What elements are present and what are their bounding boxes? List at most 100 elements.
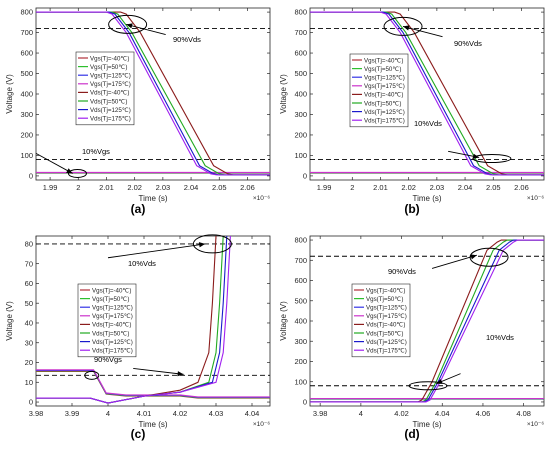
x-tick-label: 2.04 xyxy=(458,183,473,192)
y-tick-label: 200 xyxy=(294,131,307,140)
x-tick-label: 3.98 xyxy=(313,409,328,418)
legend-label: Vgs(Tj=125℃) xyxy=(90,73,131,80)
legend-label: Vgs(Tj=175℃) xyxy=(90,81,131,88)
y-tick-label: 400 xyxy=(294,90,307,99)
y-tick-label: 400 xyxy=(20,90,33,99)
y-axis-label: Voltage (V) xyxy=(5,301,14,341)
y-axis-label: Voltage (V) xyxy=(279,74,288,114)
y-tick-label: 0 xyxy=(303,172,307,181)
legend-label: Vds(Tj=50℃) xyxy=(90,98,127,105)
y-tick-label: 600 xyxy=(20,49,33,58)
legend-label: Vgs(Tj=-40℃) xyxy=(366,287,405,294)
y-tick-label: 100 xyxy=(20,151,33,160)
y-tick-label: 500 xyxy=(294,69,307,78)
legend-label: Vgs(Tj=-40℃) xyxy=(90,55,129,62)
y-tick-label: 800 xyxy=(294,236,307,245)
legend-label: Vgs(Tj=125℃) xyxy=(366,305,407,312)
y-tick-label: 40 xyxy=(25,319,33,328)
x-tick-label: 2 xyxy=(76,183,80,192)
plot-area xyxy=(310,236,544,406)
y-tick-label: 500 xyxy=(294,296,307,305)
x-exponent-label: ×10⁻⁶ xyxy=(527,195,544,202)
panel-c: 3.98 3.99 4 4.01 4.02 4.03 4.04010203040506070… xyxy=(5,235,270,441)
legend-label: Vgs(Tj=50℃) xyxy=(366,296,403,303)
x-tick-label: 1.99 xyxy=(317,183,332,192)
y-tick-label: 50 xyxy=(25,299,33,308)
y-tick-label: 600 xyxy=(294,49,307,58)
x-tick-label: 2.02 xyxy=(401,183,416,192)
y-tick-label: 10 xyxy=(25,378,33,387)
legend-label: Vgs(Tj=-40℃) xyxy=(364,57,403,64)
x-tick-label: 4.01 xyxy=(137,409,152,418)
x-tick-label: 2.03 xyxy=(156,183,171,192)
legend-label: Vgs(Tj=50℃) xyxy=(92,296,129,303)
x-tick-label: 4 xyxy=(106,409,110,418)
annotation-label: 90%Vds xyxy=(388,267,416,276)
y-tick-label: 300 xyxy=(294,110,307,119)
y-tick-label: 600 xyxy=(294,276,307,285)
x-tick-label: 4.02 xyxy=(394,409,409,418)
x-tick-label: 4.02 xyxy=(173,409,188,418)
y-axis-label: Voltage (V) xyxy=(279,301,288,341)
y-tick-label: 20 xyxy=(25,358,33,367)
x-tick-label: 1.99 xyxy=(43,183,58,192)
legend-label: Vgs(Tj=125℃) xyxy=(364,75,405,82)
legend-label: Vgs(Tj=175℃) xyxy=(366,313,407,320)
panel-a: 1.99 2 2.01 2.02 2.03 2.04 2.05 2.0601002003004… xyxy=(5,8,270,216)
legend-label: Vgs(Tj=50℃) xyxy=(364,66,401,73)
legend-label: Vds(Tj=125℃) xyxy=(92,339,133,346)
annotation-label: 10%Vds xyxy=(486,333,514,342)
legend-label: Vds(Tj=50℃) xyxy=(366,330,403,337)
x-tick-label: 2.06 xyxy=(240,183,255,192)
x-exponent-label: ×10⁻⁶ xyxy=(253,195,270,202)
y-tick-label: 700 xyxy=(294,28,307,37)
y-tick-label: 30 xyxy=(25,338,33,347)
x-tick-label: 4.08 xyxy=(516,409,531,418)
x-tick-label: 2 xyxy=(350,183,354,192)
panel-caption: (c) xyxy=(131,427,146,441)
y-tick-label: 70 xyxy=(25,259,33,268)
x-tick-label: 2.04 xyxy=(184,183,199,192)
panel-caption: (b) xyxy=(404,202,419,216)
legend-label: Vds(Tj=-40℃) xyxy=(366,322,405,329)
legend-label: Vgs(Tj=175℃) xyxy=(92,313,133,320)
y-tick-label: 0 xyxy=(29,172,33,181)
legend-label: Vds(Tj=125℃) xyxy=(366,339,407,346)
x-tick-label: 4 xyxy=(359,409,363,418)
annotation-label: 10%Vds xyxy=(128,259,156,268)
x-tick-label: 4.04 xyxy=(245,409,260,418)
x-tick-label: 2.05 xyxy=(486,183,501,192)
x-exponent-label: ×10⁻⁶ xyxy=(527,421,544,428)
panel-d: 3.98 4 4.02 4.04 4.06 4.08 0 100 200 300 400 500 600… xyxy=(279,236,544,441)
x-tick-label: 2.05 xyxy=(212,183,227,192)
legend-label: Vgs(Tj=50℃) xyxy=(90,64,127,71)
legend-label: Vds(Tj=175℃) xyxy=(364,118,405,125)
panel-caption: (d) xyxy=(404,427,419,441)
legend-label: Vds(Tj=-40℃) xyxy=(92,322,131,329)
plot-area xyxy=(36,8,270,180)
y-tick-label: 800 xyxy=(294,8,307,17)
legend-label: Vds(Tj=50℃) xyxy=(92,330,129,337)
x-tick-label: 2.06 xyxy=(514,183,529,192)
x-tick-label: 4.04 xyxy=(435,409,450,418)
y-tick-label: 500 xyxy=(20,69,33,78)
y-tick-label: 700 xyxy=(20,28,33,37)
panel-caption: (a) xyxy=(131,202,146,216)
y-tick-label: 300 xyxy=(20,110,33,119)
legend-label: Vds(Tj=125℃) xyxy=(90,107,131,114)
plot-area xyxy=(310,8,544,180)
legend-label: Vds(Tj=175℃) xyxy=(90,116,131,123)
y-tick-label: 700 xyxy=(294,256,307,265)
x-exponent-label: ×10⁻⁶ xyxy=(253,421,270,428)
legend-label: Vds(Tj=175℃) xyxy=(366,348,407,355)
y-axis-label: Voltage (V) xyxy=(5,74,14,114)
annotation-label: 10%Vgs xyxy=(82,147,110,156)
legend-label: Vgs(Tj=125℃) xyxy=(92,305,133,312)
legend-label: Vds(Tj=-40℃) xyxy=(90,90,129,97)
x-tick-label: 3.99 xyxy=(65,409,80,418)
legend-label: Vgs(Tj=175℃) xyxy=(364,83,405,90)
y-tick-label: 800 xyxy=(20,8,33,17)
y-tick-label: 80 xyxy=(25,240,33,249)
legend-label: Vds(Tj=125℃) xyxy=(364,109,405,116)
